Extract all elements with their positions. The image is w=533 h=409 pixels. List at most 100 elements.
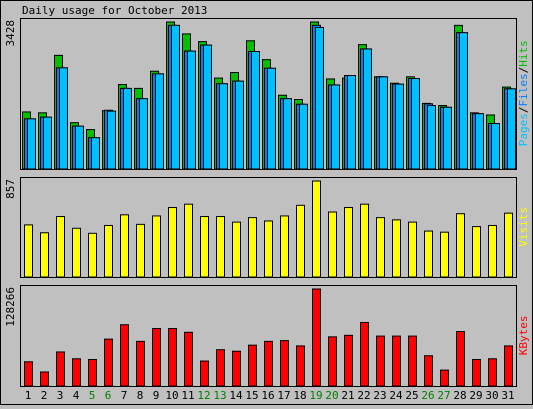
bar-visits-visits-day-4	[72, 227, 81, 278]
ymax-label-visits: 857	[4, 179, 17, 199]
x-tick-label-day-6: 6	[105, 389, 112, 402]
x-tick-label-day-2: 2	[41, 389, 48, 402]
bar-visits-visits-day-1	[24, 224, 33, 278]
bar-kbytes-kbytes-day-12	[200, 360, 209, 387]
bar-visits-visits-day-29	[472, 226, 481, 278]
bar-kbytes-kbytes-day-17	[280, 340, 289, 387]
bar-kbytes-kbytes-day-28	[456, 331, 465, 387]
x-tick-label-day-26: 26	[421, 389, 434, 402]
bar-hits-pages-day-24	[395, 83, 404, 170]
bar-hits-pages-day-8	[139, 98, 148, 170]
x-tick-label-day-11: 11	[181, 389, 194, 402]
legend-hits: Pages/Files/Hits	[517, 40, 530, 146]
bar-hits-pages-day-28	[459, 32, 468, 170]
ymax-label-hits: 3428	[4, 20, 17, 47]
legend-label-visits: Visits	[517, 207, 530, 247]
bar-hits-pages-day-7	[123, 87, 132, 170]
bar-kbytes-kbytes-day-7	[120, 324, 129, 387]
bar-kbytes-kbytes-day-20	[328, 336, 337, 387]
bar-visits-visits-day-10	[168, 207, 177, 278]
bar-hits-pages-day-2	[43, 116, 52, 170]
bar-kbytes-kbytes-day-15	[248, 344, 257, 387]
bar-visits-visits-day-6	[104, 224, 113, 278]
bar-visits-visits-day-22	[360, 203, 369, 278]
bar-hits-pages-day-17	[283, 98, 292, 170]
bar-hits-pages-day-9	[155, 73, 164, 170]
bar-hits-pages-day-5	[91, 137, 100, 170]
bar-kbytes-kbytes-day-10	[168, 328, 177, 387]
x-tick-label-day-12: 12	[197, 389, 210, 402]
bar-visits-visits-day-30	[488, 224, 497, 278]
bar-kbytes-kbytes-day-3	[56, 351, 65, 387]
bar-visits-visits-day-7	[120, 214, 129, 278]
x-tick-label-day-9: 9	[153, 389, 160, 402]
x-tick-label-day-18: 18	[293, 389, 306, 402]
bar-kbytes-kbytes-day-1	[24, 361, 33, 387]
bar-visits-visits-day-28	[456, 213, 465, 278]
bar-visits-visits-day-3	[56, 216, 65, 278]
x-tick-label-day-24: 24	[389, 389, 403, 402]
bar-visits-visits-day-8	[136, 223, 145, 278]
bar-kbytes-kbytes-day-2	[40, 371, 49, 387]
bar-hits-pages-day-13	[219, 83, 228, 170]
bar-hits-pages-day-25	[411, 78, 420, 170]
x-tick-label-day-1: 1	[25, 389, 32, 402]
bar-visits-visits-day-12	[200, 216, 209, 278]
bar-visits-visits-day-14	[232, 221, 241, 278]
bar-kbytes-kbytes-day-11	[184, 331, 193, 387]
bar-visits-visits-day-5	[88, 232, 97, 278]
bar-visits-visits-day-23	[376, 217, 385, 278]
x-tick-label-day-27: 27	[437, 389, 450, 402]
bar-visits-visits-day-26	[424, 230, 433, 278]
bar-kbytes-kbytes-day-23	[376, 335, 385, 387]
x-tick-label-day-23: 23	[373, 389, 386, 402]
legend-label-kbytes: KBytes	[517, 316, 530, 356]
bar-hits-pages-day-16	[267, 67, 276, 170]
bar-kbytes-kbytes-day-4	[72, 358, 81, 387]
bar-hits-pages-day-27	[443, 106, 452, 170]
bar-hits-pages-day-12	[203, 44, 212, 170]
bar-kbytes-kbytes-day-13	[216, 349, 225, 387]
bar-kbytes-kbytes-day-29	[472, 359, 481, 387]
bar-hits-pages-day-20	[331, 84, 340, 170]
x-tick-label-day-13: 13	[213, 389, 226, 402]
bar-kbytes-kbytes-day-16	[264, 340, 273, 387]
bar-kbytes-kbytes-day-14	[232, 350, 241, 387]
bar-hits-pages-day-15	[251, 51, 260, 170]
chart-title: Daily usage for October 2013	[22, 4, 207, 17]
bar-kbytes-kbytes-day-5	[88, 359, 97, 387]
legend-separator: /	[517, 107, 530, 114]
bar-visits-visits-day-18	[296, 204, 305, 278]
bar-kbytes-kbytes-day-27	[440, 369, 449, 387]
bar-visits-visits-day-21	[344, 207, 353, 278]
bar-visits-visits-day-11	[184, 203, 193, 278]
bar-hits-pages-day-3	[59, 67, 68, 170]
bar-hits-pages-day-4	[75, 125, 84, 170]
bar-kbytes-kbytes-day-9	[152, 328, 161, 387]
legend-label-pages: Pages	[517, 113, 530, 146]
bar-kbytes-kbytes-day-6	[104, 338, 113, 387]
bar-kbytes-kbytes-day-21	[344, 334, 353, 387]
x-tick-label-day-14: 14	[229, 389, 243, 402]
legend-kbytes: KBytes	[517, 316, 530, 356]
x-tick-label-day-5: 5	[89, 389, 96, 402]
x-tick-label-day-7: 7	[121, 389, 128, 402]
x-tick-label-day-20: 20	[325, 389, 338, 402]
bar-hits-pages-day-1	[27, 118, 36, 170]
bar-hits-pages-day-29	[475, 113, 484, 170]
bar-hits-pages-day-11	[187, 50, 196, 170]
legend-visits: Visits	[517, 207, 530, 247]
x-tick-label-day-21: 21	[341, 389, 354, 402]
bar-visits-visits-day-20	[328, 211, 337, 278]
bar-kbytes-kbytes-day-22	[360, 321, 369, 387]
bar-kbytes-kbytes-day-26	[424, 355, 433, 387]
bar-hits-pages-day-30	[491, 123, 500, 170]
bar-kbytes-kbytes-day-25	[408, 335, 417, 387]
ymax-label-kbytes: 128266	[4, 287, 17, 327]
bar-hits-pages-day-6	[107, 110, 116, 170]
legend-label-files: Files	[517, 73, 530, 106]
legend-label-hits: Hits	[517, 40, 530, 67]
bar-visits-visits-day-25	[408, 221, 417, 278]
bar-kbytes-kbytes-day-18	[296, 345, 305, 387]
